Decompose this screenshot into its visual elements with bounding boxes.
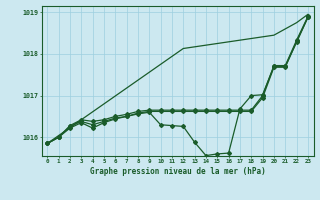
X-axis label: Graphe pression niveau de la mer (hPa): Graphe pression niveau de la mer (hPa) [90, 167, 266, 176]
